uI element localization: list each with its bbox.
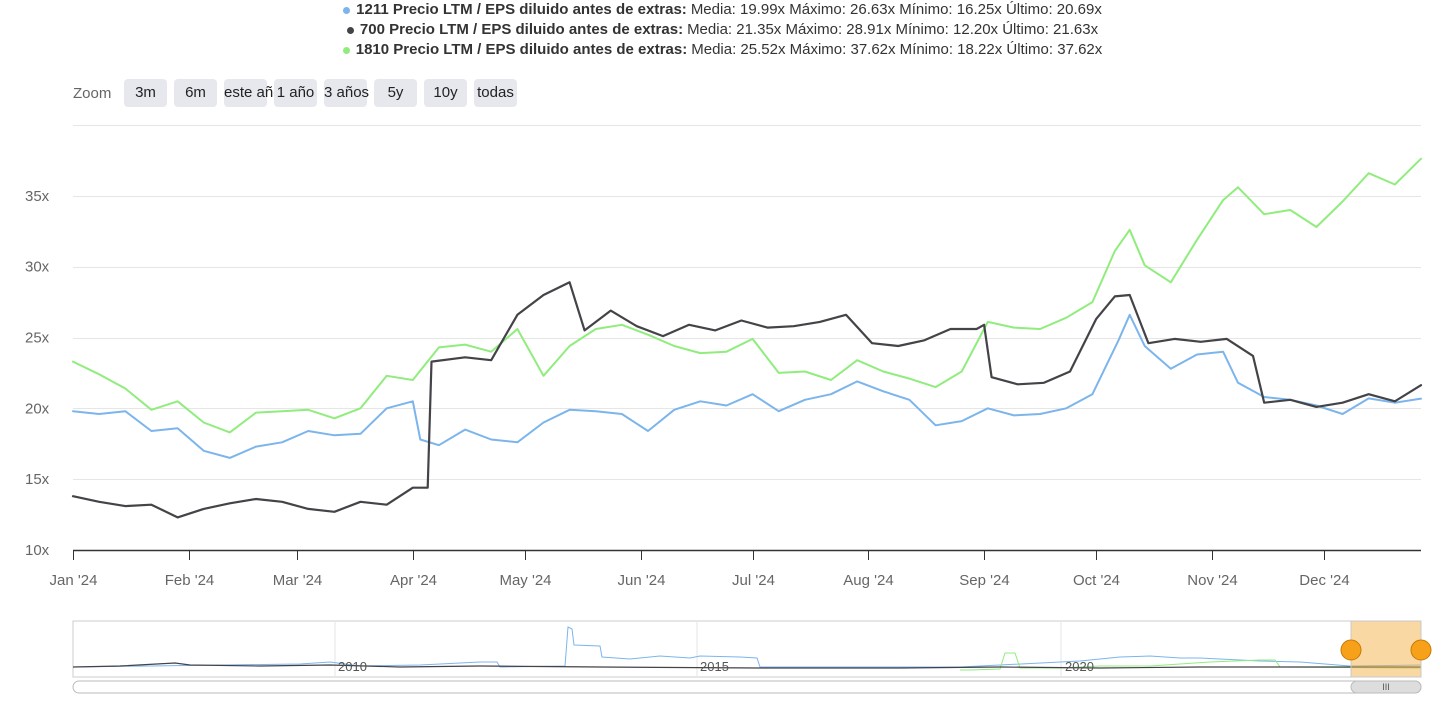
navigator-frame (72, 620, 1422, 678)
y-tick-label: 20x (25, 400, 50, 417)
zoom-button-all[interactable]: todas (474, 79, 517, 107)
zoom-button-10y[interactable]: 10y (424, 79, 467, 107)
legend-series-name: 1810 Precio LTM / EPS diluido antes de e… (355, 41, 688, 58)
legend-series-stats: Media: 25.52x Máximo: 37.62x Mínimo: 18.… (691, 41, 1103, 58)
legend-item-1810[interactable]: 1810 Precio LTM / EPS diluido antes de e… (0, 40, 1445, 60)
navigator-scrollbar-thumb[interactable] (1350, 680, 1422, 694)
navigator[interactable]: 2010 2015 2020 III (72, 620, 1432, 694)
series-line-1810[interactable] (72, 157, 1422, 434)
legend-marker-1211 (343, 7, 351, 14)
y-tick-label: 30x (25, 259, 50, 276)
series-line-700[interactable] (71, 281, 1423, 519)
y-tick-label: 10x (25, 542, 50, 559)
x-tick-label: Dec '24 (1299, 572, 1349, 589)
zoom-button-3y[interactable]: 3 años (324, 79, 369, 107)
zoom-button-6m[interactable]: 6m (174, 79, 217, 107)
series-line-1211[interactable] (72, 313, 1422, 459)
scrollbar-grip-icon: III (1382, 682, 1390, 692)
y-tick-label: 15x (25, 471, 50, 488)
x-tick-label: May '24 (499, 572, 551, 589)
plot-area[interactable] (71, 157, 1423, 519)
zoom-button-3m[interactable]: 3m (124, 79, 167, 107)
zoom-button-1y[interactable]: 1 año (274, 79, 317, 107)
x-tick-label: Sep '24 (959, 572, 1009, 589)
chart-legend: 1211 Precio LTM / EPS diluido antes de e… (0, 0, 1445, 60)
x-tick-label: Jan '24 (50, 572, 98, 589)
legend-item-1211[interactable]: 1211 Precio LTM / EPS diluido antes de e… (0, 0, 1445, 20)
grid-lines (73, 125, 1421, 480)
navigator-series-700 (72, 662, 1421, 669)
x-tick-label: Jun '24 (618, 572, 666, 589)
x-tick-label: Mar '24 (273, 572, 323, 589)
x-tick-label: Oct '24 (1073, 572, 1120, 589)
y-tick-label: 25x (25, 330, 50, 347)
x-tick-label: Nov '24 (1187, 572, 1237, 589)
x-tick-label: Aug '24 (843, 572, 893, 589)
navigator-scrollbar-track[interactable] (72, 680, 1422, 694)
zoom-label: Zoom (73, 85, 112, 102)
navigator-selected-range[interactable] (1350, 620, 1422, 678)
legend-series-stats: Media: 21.35x Máximo: 28.91x Mínimo: 12.… (687, 21, 1099, 38)
legend-series-name: 1211 Precio LTM / EPS diluido antes de e… (356, 1, 687, 18)
navigator-series-1211 (72, 626, 1422, 668)
navigator-right-handle[interactable] (1410, 639, 1432, 661)
y-axis: 10x 15x 20x 25x 30x 35x (25, 188, 50, 559)
navigator-left-handle[interactable] (1340, 639, 1362, 661)
x-tick-label: Apr '24 (390, 572, 437, 589)
legend-series-name: 700 Precio LTM / EPS diluido antes de ex… (359, 21, 684, 38)
navigator-year-label: 2020 (1065, 659, 1094, 674)
x-tick-label: Jul '24 (732, 572, 775, 589)
navigator-year-label: 2015 (700, 659, 729, 674)
navigator-series-1810 (960, 652, 1422, 671)
legend-series-stats: Media: 19.99x Máximo: 26.63x Mínimo: 16.… (690, 1, 1102, 18)
x-tick-label: Feb '24 (165, 572, 215, 589)
x-axis: Jan '24 Feb '24 Mar '24 Apr '24 May '24 Jun '… (50, 549, 1421, 589)
legend-marker-700 (346, 27, 354, 34)
zoom-button-5y[interactable]: 5y (374, 79, 417, 107)
navigator-year-label: 2010 (338, 659, 367, 674)
legend-marker-1810 (342, 47, 350, 54)
y-tick-label: 35x (25, 188, 50, 205)
legend-item-700[interactable]: 700 Precio LTM / EPS diluido antes de ex… (0, 20, 1445, 40)
